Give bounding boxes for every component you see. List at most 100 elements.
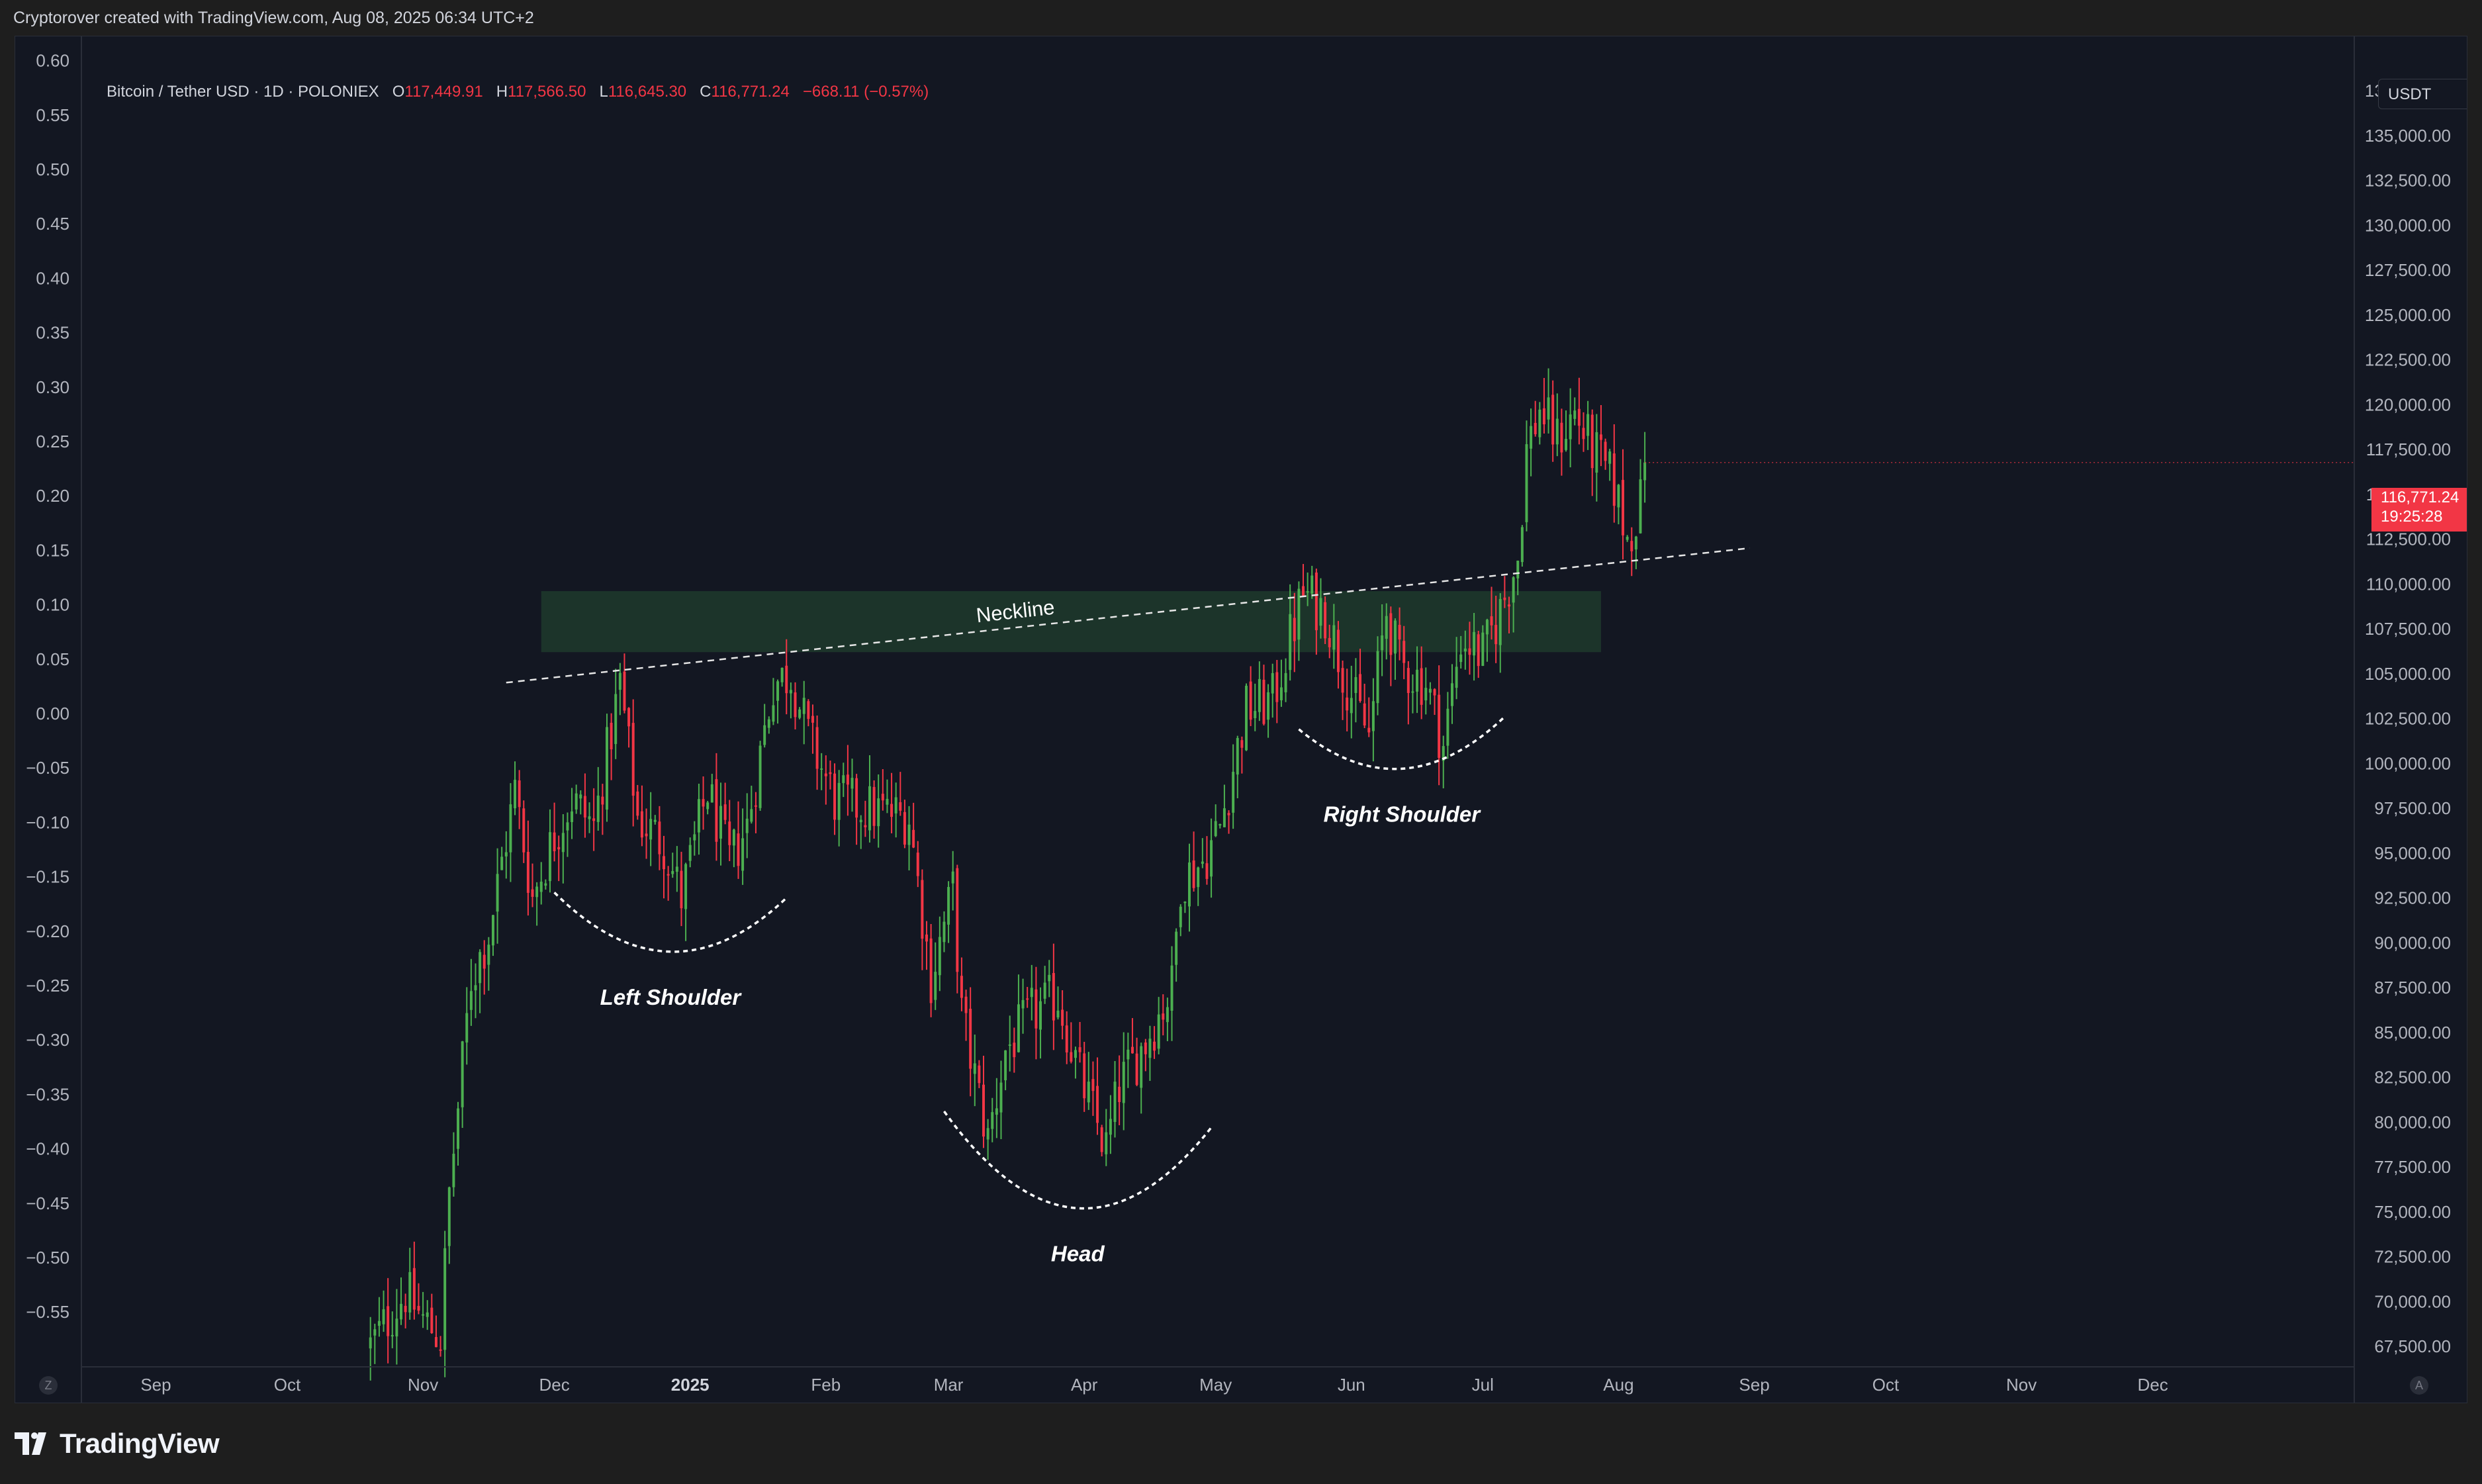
left-tick-label: −0.10 — [26, 812, 69, 832]
candle-body — [675, 866, 678, 872]
candle-body — [1319, 598, 1322, 626]
candle-body — [1485, 620, 1489, 635]
candle-body — [1354, 676, 1357, 693]
zoom-reset-button[interactable]: Z — [39, 1376, 58, 1395]
candle-body — [1232, 772, 1235, 813]
candle-body — [1275, 672, 1279, 702]
left-tick-label: 0.00 — [36, 704, 69, 723]
candle-body — [474, 985, 477, 991]
candle-body — [1113, 1082, 1117, 1123]
candle-body — [1586, 414, 1590, 436]
low-label: L — [599, 83, 608, 101]
bar-countdown: 19:25:28 — [2381, 508, 2443, 526]
candle-body — [1021, 999, 1025, 1009]
candle-body — [872, 786, 876, 826]
candle-body — [395, 1319, 398, 1337]
price-tick-label: 70,000.00 — [2374, 1291, 2451, 1311]
candle-body — [422, 1314, 425, 1316]
candle-body — [1179, 906, 1182, 927]
candle-body — [1371, 701, 1375, 731]
candle-body — [1498, 598, 1502, 645]
candle-body — [461, 1041, 464, 1107]
candle-body — [1017, 1004, 1020, 1052]
candle-body — [929, 938, 933, 1003]
currency-selector[interactable]: USDT — [2378, 79, 2467, 109]
candle-body — [483, 954, 486, 969]
candle-body — [522, 808, 526, 853]
price-tick-label: 122,500.00 — [2365, 350, 2451, 370]
left-tick-label: −0.40 — [26, 1139, 69, 1159]
candle-body — [465, 1013, 469, 1043]
candle-body — [951, 871, 954, 884]
candle-body — [1573, 410, 1577, 419]
neckline-trendline — [506, 547, 1751, 684]
left-tick-label: −0.35 — [26, 1084, 69, 1104]
pattern-arc — [1298, 716, 1506, 770]
candle-body — [535, 886, 539, 898]
candle-body — [763, 725, 766, 745]
candle-body — [627, 708, 631, 727]
candle-body — [1617, 485, 1620, 508]
change-value: −668.11 (−0.57%) — [802, 83, 929, 101]
symbol-name[interactable]: Bitcoin / Tether USD · 1D · POLONIEX — [107, 83, 379, 101]
left-tick-label: 0.40 — [36, 268, 69, 288]
candle-body — [553, 832, 556, 852]
candle-body — [1508, 604, 1510, 607]
candle-body — [1314, 573, 1318, 631]
resistance-zone — [541, 591, 1601, 653]
footer-bar — [0, 1403, 2482, 1484]
candle-body — [1205, 863, 1209, 879]
candle-body — [439, 1349, 442, 1351]
candle-body — [469, 991, 473, 1010]
candle-body — [868, 786, 871, 831]
candle-body — [1306, 591, 1309, 593]
auto-scale-button[interactable]: A — [2410, 1376, 2428, 1395]
candle-body — [1135, 1053, 1138, 1086]
candle-body — [921, 880, 924, 939]
candle-body — [500, 857, 504, 870]
candle-body — [1424, 688, 1428, 701]
pattern-arc — [553, 892, 788, 953]
candle-body — [942, 921, 946, 943]
tradingview-logo[interactable]: TradingView — [15, 1427, 220, 1460]
left-scale[interactable]: 0.60 0.55 0.50 0.45 0.40 0.35 0.30 0.25 0.20 0.15… — [26, 51, 69, 1322]
candle-body — [881, 794, 884, 801]
candle-body — [561, 833, 565, 853]
candle-body — [382, 1309, 385, 1324]
candle-body — [978, 1065, 981, 1084]
candle-body — [1463, 648, 1467, 652]
candle-body — [1393, 620, 1397, 654]
candle-body — [1604, 441, 1607, 461]
price-scale[interactable]: 67,500.00 70,000.00 72,500.00 75,000.00 77,5… — [2365, 81, 2451, 1356]
time-scale[interactable]: Sep Oct Nov Dec 2025 Feb Mar Apr May Jun Jul Aug Sep… — [140, 1375, 2168, 1395]
candle-body — [1433, 689, 1436, 696]
candle-body — [544, 883, 547, 886]
candle-body — [1582, 428, 1585, 440]
candle-body — [789, 690, 792, 694]
candle-body — [1416, 669, 1419, 692]
symbol-legend: Bitcoin / Tether USD · 1D · POLONIEX O11… — [107, 83, 929, 101]
candle-body — [623, 671, 626, 711]
candle-body — [947, 887, 950, 925]
left-tick-label: 0.35 — [36, 323, 69, 343]
candle-body — [1446, 708, 1449, 746]
candle-body — [1455, 667, 1458, 688]
candle-body — [1634, 536, 1637, 550]
time-tick-label: Nov — [408, 1375, 438, 1395]
left-tick-label: 0.20 — [36, 486, 69, 506]
candle-body — [1297, 588, 1301, 640]
left-tick-label: 0.25 — [36, 432, 69, 451]
price-tick-label: 95,000.00 — [2374, 843, 2451, 863]
candle-body — [491, 915, 494, 946]
time-tick-label: May — [1199, 1375, 1232, 1395]
candle-body — [1183, 902, 1187, 904]
candle-body — [1222, 808, 1226, 827]
chart-frame[interactable]: Neckline Left Shoulder Head Right Shoulder … — [15, 36, 2467, 1403]
candle-body — [1065, 1025, 1068, 1052]
candle-body — [1170, 965, 1173, 1011]
price-tick-label: 100,000.00 — [2365, 753, 2451, 773]
candle-body — [614, 694, 618, 745]
candle-body — [1336, 629, 1340, 672]
left-tick-label: 0.30 — [36, 377, 69, 397]
